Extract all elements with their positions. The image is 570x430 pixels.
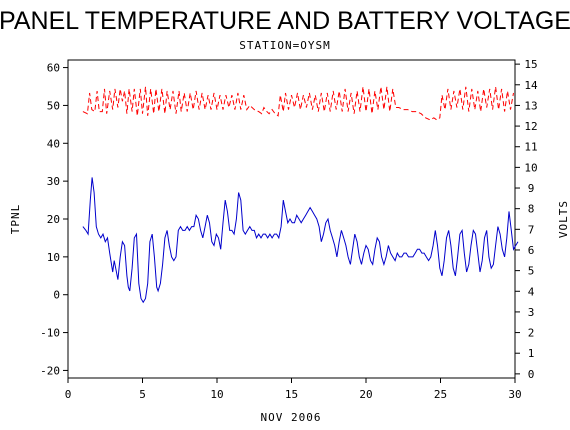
- x-tick-label: 15: [285, 388, 298, 401]
- right-tick-label: 12: [524, 120, 537, 133]
- right-axis-label: VOLTS: [557, 200, 570, 238]
- x-tick-label: 0: [65, 388, 72, 401]
- right-tick-label: 11: [524, 141, 537, 154]
- right-tick-label: 14: [524, 79, 538, 92]
- x-tick-label: 10: [210, 388, 223, 401]
- left-tick-label: 20: [47, 213, 60, 226]
- right-tick-label: 9: [528, 182, 535, 195]
- x-tick-label: 30: [508, 388, 521, 401]
- right-tick-label: 1: [528, 347, 535, 360]
- right-tick-label: 13: [524, 99, 537, 112]
- left-axis-label: TPNL: [9, 204, 22, 235]
- left-tick-label: 50: [47, 99, 60, 112]
- x-tick-label: 25: [434, 388, 447, 401]
- chart-title: PANEL TEMPERATURE AND BATTERY VOLTAGE: [0, 7, 570, 35]
- right-tick-label: 3: [528, 306, 535, 319]
- left-tick-label: -10: [40, 327, 60, 340]
- left-tick-label: 0: [53, 289, 60, 302]
- right-tick-label: 0: [528, 368, 535, 381]
- right-tick-label: 15: [524, 58, 537, 71]
- left-axis: -20 -10 0 10 20 30 40 50 60: [40, 62, 68, 377]
- right-tick-label: 8: [528, 203, 535, 216]
- plot-frame: [67, 59, 516, 379]
- x-axis: 0 5 10 15 20 25 30: [65, 378, 522, 401]
- x-tick-label: 5: [139, 388, 146, 401]
- right-tick-label: 5: [528, 265, 535, 278]
- battery-voltage-line: [82, 86, 514, 121]
- left-tick-label: 30: [47, 175, 60, 188]
- right-tick-label: 4: [528, 285, 535, 298]
- chart-subtitle: STATION=OYSM: [239, 39, 330, 52]
- series-layer: [82, 86, 519, 304]
- left-tick-label: 40: [47, 137, 60, 150]
- x-axis-label: NOV 2006: [261, 411, 322, 424]
- left-tick-label: 60: [47, 62, 60, 75]
- panel-temperature-line: [82, 177, 519, 304]
- right-tick-label: 10: [524, 161, 537, 174]
- x-tick-label: 20: [359, 388, 372, 401]
- left-tick-label: -20: [40, 364, 60, 377]
- right-tick-label: 2: [528, 327, 535, 340]
- left-tick-label: 10: [47, 251, 60, 264]
- right-tick-label: 7: [528, 223, 535, 236]
- right-tick-label: 6: [528, 244, 535, 257]
